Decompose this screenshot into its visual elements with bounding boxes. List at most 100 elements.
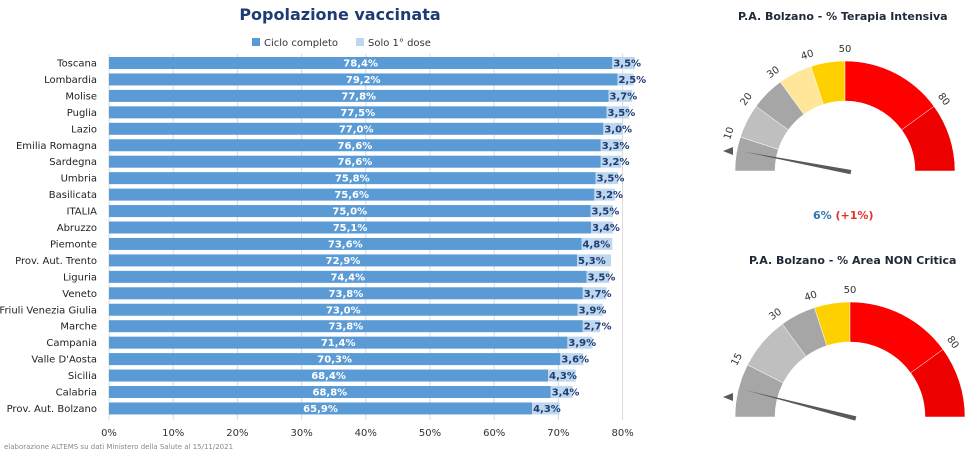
category-label: Liguria xyxy=(63,272,97,283)
bar-ciclo-completo xyxy=(109,353,561,366)
bar-solo-prima-dose xyxy=(560,353,584,366)
category-label: Prov. Aut. Trento xyxy=(15,256,97,267)
category-label: Sicilia xyxy=(68,371,97,382)
category-label: Veneto xyxy=(62,289,97,300)
gauge-tick-label: 30 xyxy=(767,306,784,322)
data-label-solo-prima-dose: 4,3% xyxy=(533,404,561,415)
data-label-solo-prima-dose: 3,2% xyxy=(595,190,623,201)
bar-solo-prima-dose xyxy=(606,106,630,119)
bar-ciclo-completo xyxy=(109,172,596,185)
bar-ciclo-completo xyxy=(109,106,607,119)
gauge-tick-label: 10 xyxy=(722,126,736,142)
bar-solo-prima-dose xyxy=(603,122,623,135)
x-tick-label: 80% xyxy=(611,428,633,439)
gauge-tick-label: 40 xyxy=(800,48,816,62)
gauge-tick-label: 50 xyxy=(844,285,857,296)
data-label-solo-prima-dose: 3,3% xyxy=(602,141,630,152)
data-label-solo-prima-dose: 4,3% xyxy=(549,371,577,382)
bar-solo-prima-dose xyxy=(586,270,610,283)
category-label: Valle D'Aosta xyxy=(31,355,97,366)
bar-ciclo-completo xyxy=(109,402,533,415)
bar-ciclo-completo xyxy=(109,221,592,234)
data-label-ciclo-completo: 74,4% xyxy=(330,272,365,283)
gauge-tick-label: 20 xyxy=(739,91,755,108)
gauge-value-label: 6% xyxy=(813,209,832,222)
bar-solo-prima-dose xyxy=(600,155,622,168)
gauge-tick-label: 30 xyxy=(765,65,782,81)
bar-solo-prima-dose xyxy=(590,205,613,218)
vaccination-bar-chart: Popolazione vaccinata Ciclo completo Solo … xyxy=(0,5,646,450)
legend-label: Ciclo completo xyxy=(264,38,338,49)
data-label-ciclo-completo: 73,6% xyxy=(328,239,363,250)
data-label-ciclo-completo: 73,8% xyxy=(329,322,364,333)
category-label: ITALIA xyxy=(67,207,98,218)
gauge-tick-label: 50 xyxy=(839,44,852,55)
data-label-ciclo-completo: 75,1% xyxy=(333,223,368,234)
category-label: Piemonte xyxy=(50,239,97,250)
bar-ciclo-completo xyxy=(109,89,609,102)
bar-ciclo-completo xyxy=(109,386,551,398)
category-label: Marche xyxy=(60,322,97,333)
data-label-solo-prima-dose: 3,4% xyxy=(552,388,580,399)
data-label-solo-prima-dose: 3,2% xyxy=(602,157,630,168)
x-tick-label: 40% xyxy=(355,428,377,439)
category-label: Lazio xyxy=(71,124,97,135)
gauge-tick-label: 80 xyxy=(935,91,951,108)
x-tick-label: 20% xyxy=(226,428,248,439)
data-label-ciclo-completo: 72,9% xyxy=(326,256,361,267)
bar-solo-prima-dose xyxy=(594,188,615,201)
data-label-solo-prima-dose: 3,7% xyxy=(584,289,612,300)
data-label-solo-prima-dose: 3,6% xyxy=(561,355,589,366)
data-label-ciclo-completo: 68,4% xyxy=(311,371,346,382)
data-label-ciclo-completo: 73,8% xyxy=(329,289,364,300)
bar-ciclo-completo xyxy=(109,320,583,333)
bar-ciclo-completo xyxy=(109,369,549,382)
data-label-solo-prima-dose: 3,5% xyxy=(588,272,616,283)
data-label-ciclo-completo: 76,6% xyxy=(338,141,373,152)
gauge-tick-label: 80 xyxy=(944,334,960,351)
category-label: Abruzzo xyxy=(57,223,97,234)
data-label-ciclo-completo: 71,4% xyxy=(321,338,356,349)
data-label-solo-prima-dose: 3,5% xyxy=(592,207,620,218)
bar-ciclo-completo xyxy=(109,336,568,349)
legend-label: Solo 1° dose xyxy=(368,38,431,49)
data-label-solo-prima-dose: 3,5% xyxy=(613,59,641,70)
category-label: Umbria xyxy=(61,174,97,185)
data-label-solo-prima-dose: 3,9% xyxy=(568,338,596,349)
category-label: Prov. Aut. Bolzano xyxy=(7,404,97,415)
data-label-solo-prima-dose: 3,5% xyxy=(597,174,625,185)
bar-ciclo-completo xyxy=(109,188,595,201)
bar-solo-prima-dose xyxy=(548,369,576,382)
bar-solo-prima-dose xyxy=(581,237,613,250)
bar-solo-prima-dose xyxy=(550,386,573,398)
data-label-ciclo-completo: 65,9% xyxy=(303,404,338,415)
gauge-title: P.A. Bolzano - % Area NON Critica xyxy=(749,254,957,267)
bar-ciclo-completo xyxy=(109,73,618,86)
legend-swatch xyxy=(252,38,260,46)
data-label-solo-prima-dose: 3,9% xyxy=(579,305,607,316)
data-label-solo-prima-dose: 3,0% xyxy=(604,124,632,135)
bar-solo-prima-dose xyxy=(595,172,619,185)
gauge-tick-label: 15 xyxy=(729,351,745,367)
category-label: Molise xyxy=(65,91,97,102)
x-tick-label: 10% xyxy=(162,428,184,439)
gauge-value: 6% (+1%) xyxy=(813,209,873,222)
category-label: Lombardia xyxy=(44,75,97,86)
data-label-solo-prima-dose: 2,7% xyxy=(584,322,612,333)
category-label: Basilicata xyxy=(49,190,97,201)
bar-solo-prima-dose xyxy=(582,287,607,300)
category-label: Calabria xyxy=(56,388,97,399)
data-label-solo-prima-dose: 3,4% xyxy=(592,223,620,234)
bar-ciclo-completo xyxy=(109,139,601,152)
bar-ciclo-completo xyxy=(109,270,587,283)
data-label-solo-prima-dose: 3,7% xyxy=(609,91,637,102)
bar-ciclo-completo xyxy=(109,205,591,218)
bar-solo-prima-dose xyxy=(617,73,634,86)
bar-solo-prima-dose xyxy=(608,89,633,102)
category-label: Friuli Venezia Giulia xyxy=(0,305,97,316)
data-label-ciclo-completo: 77,8% xyxy=(341,91,376,102)
x-tick-label: 60% xyxy=(483,428,505,439)
gauge-delta-label: (+1%) xyxy=(835,209,874,222)
category-label: Campania xyxy=(46,338,97,349)
gauge-marker-icon xyxy=(723,147,733,155)
